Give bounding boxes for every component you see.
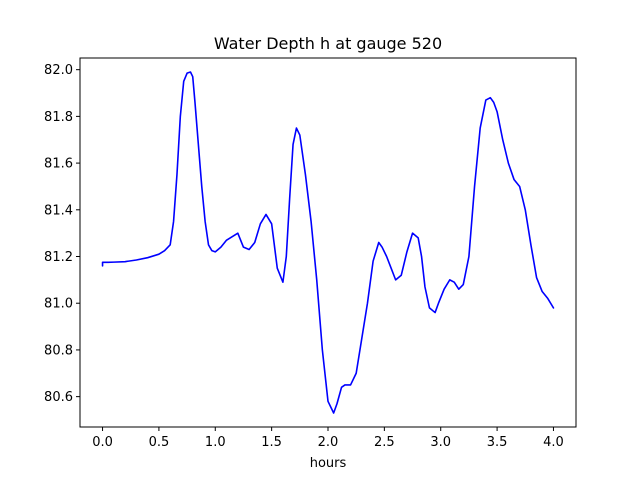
x-tick-label: 3.0 bbox=[430, 435, 451, 450]
x-tick-label: 0.5 bbox=[149, 435, 170, 450]
x-axis: 0.0 0.5 1.0 1.5 2.0 2.5 3.0 3.5 4.0 bbox=[92, 427, 564, 450]
y-tick-label: 81.8 bbox=[44, 110, 73, 125]
x-axis-label: hours bbox=[310, 456, 347, 471]
y-tick-label: 81.2 bbox=[44, 250, 73, 265]
x-tick-label: 4.0 bbox=[543, 435, 564, 450]
plot-area bbox=[101, 71, 555, 414]
y-tick-label: 80.6 bbox=[44, 390, 73, 405]
y-tick-label: 81.0 bbox=[44, 297, 73, 312]
x-tick-label: 0.0 bbox=[92, 435, 113, 450]
x-tick-label: 1.5 bbox=[261, 435, 282, 450]
y-axis: 80.6 80.8 81.0 81.2 81.4 81.6 81.8 82.0 bbox=[44, 63, 80, 405]
x-tick-label: 2.0 bbox=[318, 435, 339, 450]
chart-title: Water Depth h at gauge 520 bbox=[214, 34, 442, 53]
x-tick-label: 1.0 bbox=[205, 435, 226, 450]
y-tick-label: 82.0 bbox=[44, 63, 73, 78]
series-line-0 bbox=[101, 71, 555, 414]
y-tick-label: 81.4 bbox=[44, 203, 73, 218]
y-tick-label: 81.6 bbox=[44, 157, 73, 172]
y-tick-label: 80.8 bbox=[44, 343, 73, 358]
x-tick-label: 2.5 bbox=[374, 435, 395, 450]
x-tick-label: 3.5 bbox=[487, 435, 508, 450]
